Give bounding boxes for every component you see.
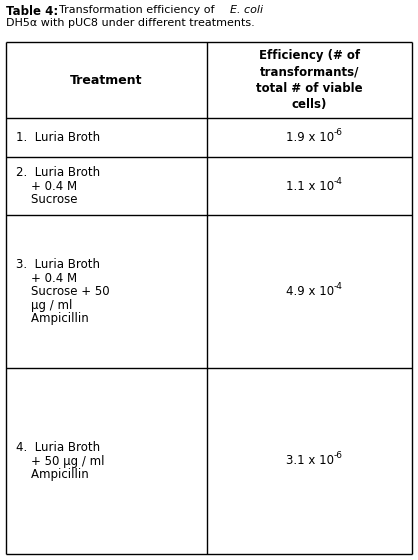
Text: 4.9 x 10: 4.9 x 10 bbox=[286, 285, 334, 298]
Text: 2.  Luria Broth: 2. Luria Broth bbox=[16, 166, 100, 179]
Text: Ampicillin: Ampicillin bbox=[16, 312, 89, 325]
Text: DH5α with pUC8 under different treatments.: DH5α with pUC8 under different treatment… bbox=[6, 18, 255, 28]
Text: 1.1 x 10: 1.1 x 10 bbox=[286, 180, 334, 193]
Text: Efficiency (# of
transformants/
total # of viable
cells): Efficiency (# of transformants/ total # … bbox=[256, 49, 363, 111]
Text: + 50 μg / ml: + 50 μg / ml bbox=[16, 455, 104, 468]
Text: + 0.4 M: + 0.4 M bbox=[16, 180, 77, 193]
Text: 3.1 x 10: 3.1 x 10 bbox=[286, 455, 334, 468]
Text: Treatment: Treatment bbox=[70, 73, 143, 86]
Text: 1.9 x 10: 1.9 x 10 bbox=[286, 131, 334, 144]
Text: μg / ml: μg / ml bbox=[16, 298, 72, 311]
Text: -4: -4 bbox=[334, 176, 343, 185]
Text: 3.  Luria Broth: 3. Luria Broth bbox=[16, 258, 100, 271]
Text: Transformation efficiency of: Transformation efficiency of bbox=[52, 5, 218, 15]
Text: Table 4:: Table 4: bbox=[6, 5, 58, 18]
Text: Ampicillin: Ampicillin bbox=[16, 468, 89, 481]
Text: Sucrose + 50: Sucrose + 50 bbox=[16, 285, 110, 298]
Text: + 0.4 M: + 0.4 M bbox=[16, 272, 77, 284]
Text: E. coli: E. coli bbox=[230, 5, 263, 15]
Text: -4: -4 bbox=[334, 282, 343, 291]
Text: 4.  Luria Broth: 4. Luria Broth bbox=[16, 441, 100, 454]
Text: 1.  Luria Broth: 1. Luria Broth bbox=[16, 131, 100, 144]
Text: -6: -6 bbox=[334, 128, 343, 137]
Text: Sucrose: Sucrose bbox=[16, 193, 77, 206]
Text: -6: -6 bbox=[334, 451, 343, 460]
